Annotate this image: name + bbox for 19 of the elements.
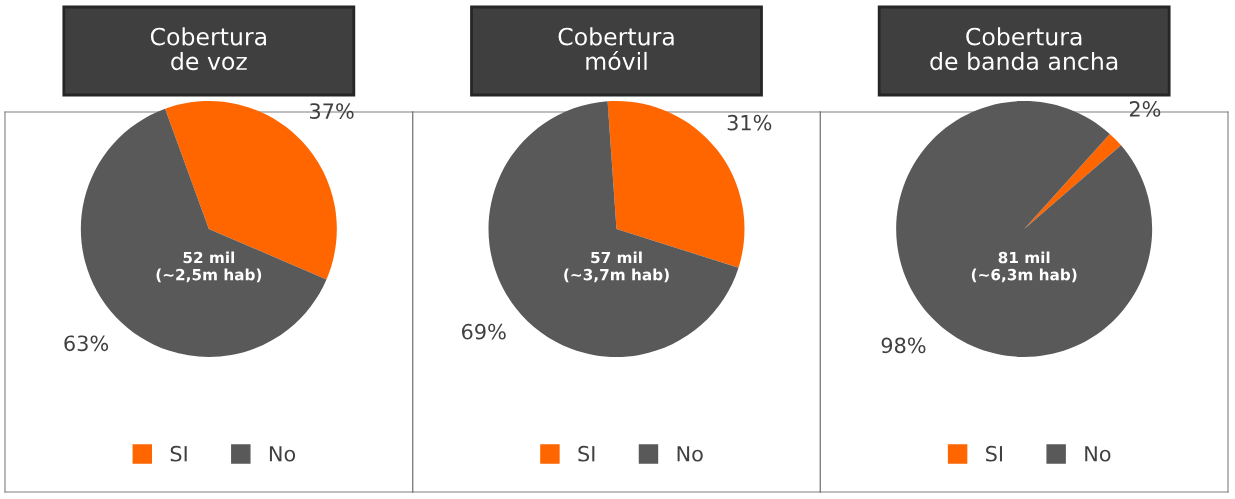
legend-label: SI: [170, 445, 187, 462]
chart-title: Cobertura de banda ancha: [930, 27, 1118, 71]
chart-title: Cobertura de voz: [150, 27, 266, 71]
pie-slice: [1024, 133, 1122, 229]
legend-label: No: [1085, 446, 1111, 462]
legend-label: No: [269, 446, 296, 462]
legend-label: No: [677, 446, 703, 462]
legend-label: SI: [578, 445, 595, 462]
chart-title: Cobertura móvil: [558, 27, 674, 71]
data-label: 69%: [462, 323, 506, 340]
data-label: 63%: [64, 335, 109, 352]
data-label: 37%: [310, 103, 354, 119]
text: 52 mil (~2,5m hab): [156, 251, 262, 283]
legend-label: SI: [986, 445, 1003, 462]
data-label: 2%: [1129, 101, 1161, 117]
text: 81 mil (~6,3m hab): [971, 251, 1077, 283]
data-label: 31%: [727, 114, 772, 131]
data-label: 98%: [881, 337, 926, 354]
text: 57 mil (~3,7m hab): [564, 251, 669, 283]
